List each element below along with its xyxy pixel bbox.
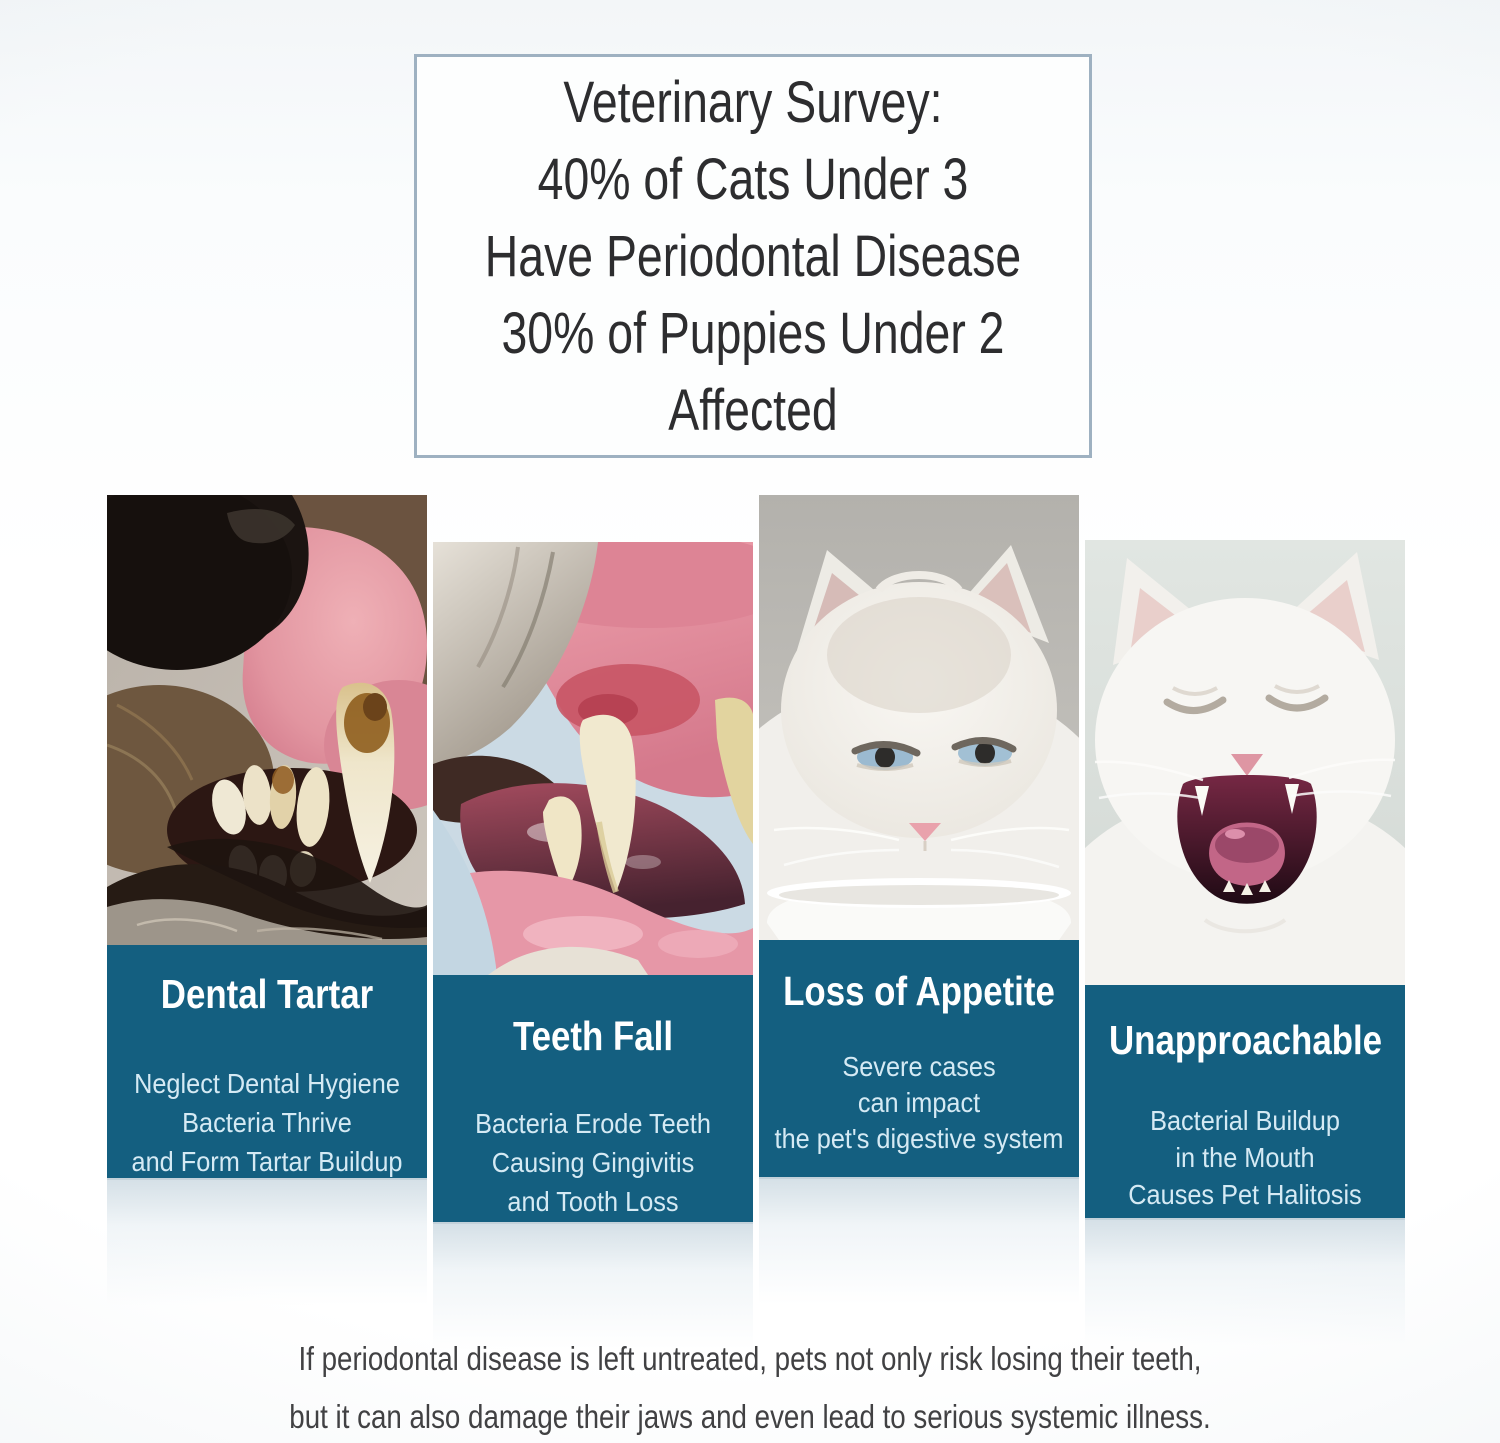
loss-of-appetite-line-1: Severe cases <box>842 1051 996 1082</box>
survey-headline-box: Veterinary Survey: 40% of Cats Under 3 H… <box>414 54 1092 458</box>
unapproachable-title: Unapproachable <box>1109 1017 1383 1063</box>
headline-line-4: 30% of Puppies Under 2 <box>501 300 1005 366</box>
cat-teeth-photo-illustration <box>433 542 753 975</box>
headline-line-2: 40% of Cats Under 3 <box>537 146 969 212</box>
unapproachable-line-3: Causes Pet Halitosis <box>1128 1179 1362 1210</box>
card-teeth-fall: Teeth Fall Bacteria Erode Teeth Causing … <box>433 542 753 1372</box>
teeth-fall-caption: Teeth Fall Bacteria Erode Teeth Causing … <box>433 975 753 1222</box>
card-unapproachable: Unapproachable Bacterial Buildup in the … <box>1085 540 1405 1368</box>
teeth-fall-photo <box>433 542 753 975</box>
footer-line-2: but it can also damage their jaws and ev… <box>289 1398 1211 1435</box>
unapproachable-caption: Unapproachable Bacterial Buildup in the … <box>1085 985 1405 1218</box>
cat-and-bowl-photo-illustration <box>759 495 1079 940</box>
unapproachable-photo <box>1085 540 1405 985</box>
card-dental-tartar: Dental Tartar Neglect Dental Hygiene Bac… <box>107 495 427 1328</box>
teeth-fall-subtext: Bacteria Erode Teeth Causing Gingivitis … <box>433 1104 753 1221</box>
footer-warning-text: If periodontal disease is left untreated… <box>0 1330 1500 1443</box>
dental-tartar-subtext: Neglect Dental Hygiene Bacteria Thrive a… <box>107 1064 427 1181</box>
dental-tartar-caption: Dental Tartar Neglect Dental Hygiene Bac… <box>107 945 427 1178</box>
loss-of-appetite-subtext: Severe cases can impact the pet's digest… <box>759 1049 1079 1157</box>
loss-of-appetite-caption: Loss of Appetite Severe cases can impact… <box>759 940 1079 1177</box>
headline-line-3: Have Periodontal Disease <box>484 223 1022 289</box>
teeth-fall-line-2: Causing Gingivitis <box>491 1147 695 1178</box>
card-reflection <box>1085 1218 1405 1368</box>
footer-line-1: If periodontal disease is left untreated… <box>298 1340 1202 1377</box>
loss-of-appetite-photo <box>759 495 1079 940</box>
headline-line-5: Affected <box>668 377 838 443</box>
dental-tartar-line-1: Neglect Dental Hygiene <box>134 1068 400 1099</box>
yawning-cat-photo-illustration <box>1085 540 1405 985</box>
dental-tartar-line-2: Bacteria Thrive <box>182 1107 352 1138</box>
card-reflection <box>759 1177 1079 1327</box>
card-reflection <box>107 1178 427 1328</box>
teeth-fall-title: Teeth Fall <box>512 1013 674 1059</box>
loss-of-appetite-title: Loss of Appetite <box>783 968 1055 1014</box>
dental-tartar-photo <box>107 495 427 945</box>
unapproachable-line-1: Bacterial Buildup <box>1150 1105 1340 1136</box>
loss-of-appetite-line-3: the pet's digestive system <box>774 1123 1064 1154</box>
unapproachable-line-2: in the Mouth <box>1175 1142 1315 1173</box>
dental-tartar-line-3: and Form Tartar Buildup <box>131 1146 403 1177</box>
headline-line-1: Veterinary Survey: <box>563 69 943 135</box>
card-reflection <box>433 1222 753 1372</box>
dog-tartar-photo-illustration <box>107 495 427 945</box>
loss-of-appetite-line-2: can impact <box>857 1087 981 1118</box>
unapproachable-subtext: Bacterial Buildup in the Mouth Causes Pe… <box>1085 1102 1405 1213</box>
card-loss-of-appetite: Loss of Appetite Severe cases can impact… <box>759 495 1079 1327</box>
teeth-fall-line-1: Bacteria Erode Teeth <box>475 1108 711 1139</box>
dental-tartar-title: Dental Tartar <box>160 971 374 1017</box>
teeth-fall-line-3: and Tooth Loss <box>507 1186 679 1217</box>
